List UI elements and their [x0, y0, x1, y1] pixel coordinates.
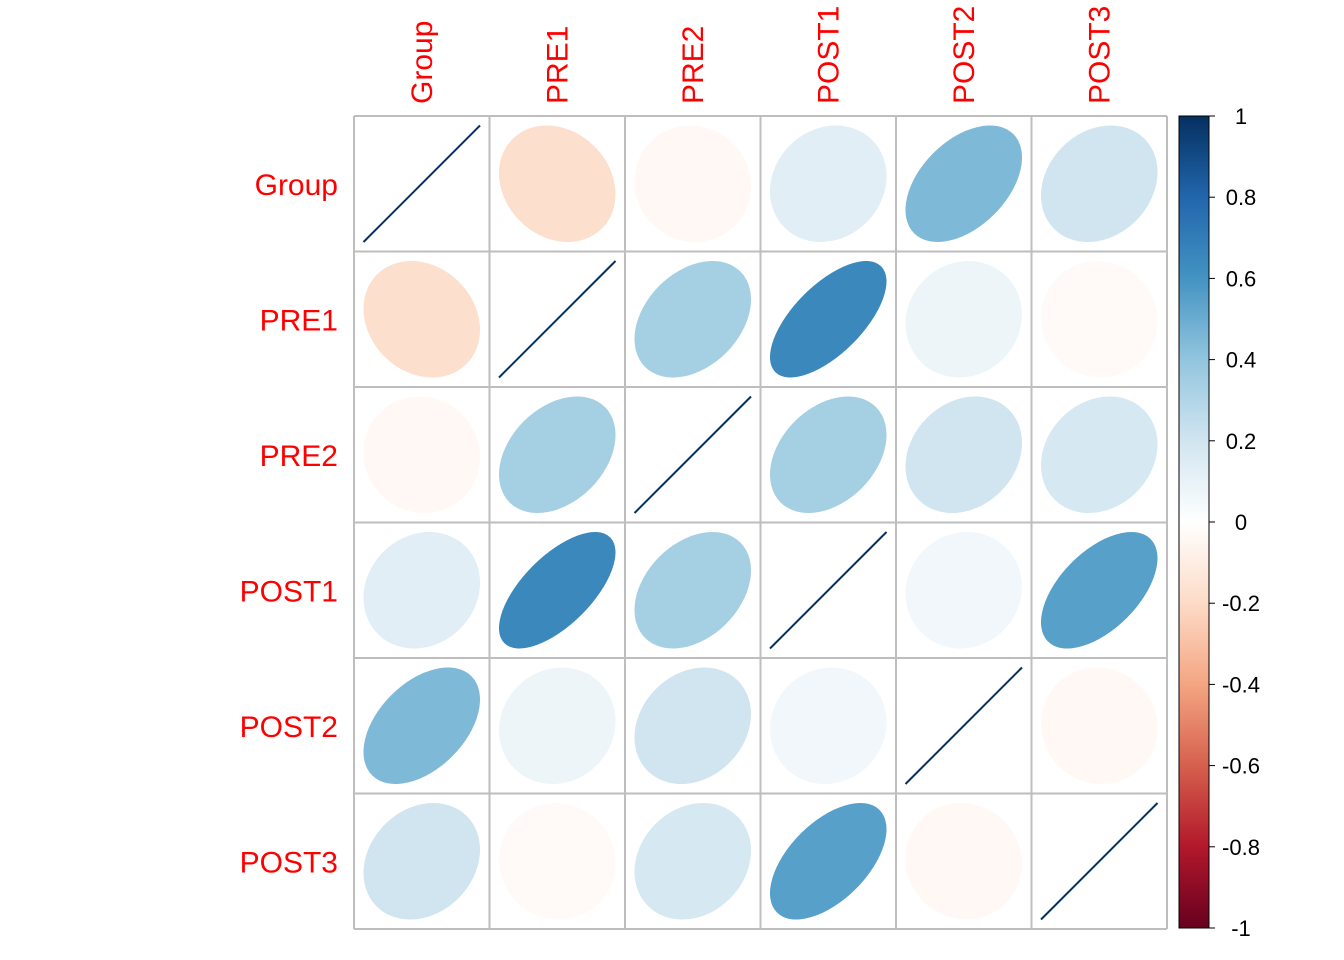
colorbar-tick-label: -0.2 — [1222, 591, 1260, 616]
cell-pre2-post1 — [769, 396, 887, 514]
cell-post3-pre1 — [498, 802, 616, 920]
cell-pre2-pre2 — [633, 395, 752, 514]
cell-post2-pre1 — [498, 667, 616, 785]
colorbar-tick-label: -1 — [1231, 916, 1251, 941]
cell-pre1-post3 — [1040, 260, 1158, 378]
cell-pre2-pre1 — [498, 396, 616, 514]
cell-pre1-post1 — [769, 260, 887, 378]
column-label-pre1: PRE1 — [541, 26, 574, 104]
cell-pre1-group — [363, 260, 481, 378]
colorbar-tick-label: 0.8 — [1226, 185, 1257, 210]
colorbar-tick-label: 1 — [1235, 104, 1247, 129]
row-label-group: Group — [255, 169, 338, 202]
cell-post1-group — [363, 531, 481, 649]
cell-post1-post1 — [769, 531, 888, 650]
colorbar-tick-label: -0.6 — [1222, 754, 1260, 779]
cell-post2-post3 — [1040, 667, 1158, 785]
cell-group-post3 — [1040, 125, 1158, 243]
row-label-pre2: PRE2 — [260, 440, 338, 473]
cell-group-post1 — [769, 125, 887, 243]
cell-group-pre2 — [634, 125, 752, 243]
row-label-post1: POST1 — [240, 575, 338, 608]
cell-pre2-group — [363, 396, 481, 514]
cell-pre1-pre2 — [634, 260, 752, 378]
cell-post1-pre2 — [634, 531, 752, 649]
cell-pre1-pre1 — [498, 260, 617, 379]
cell-group-group — [362, 124, 481, 243]
colorbar-tick-label: 0 — [1235, 510, 1247, 535]
cell-post3-post3 — [1040, 802, 1159, 921]
cell-post1-post3 — [1040, 531, 1158, 649]
column-labels: Group PRE1 PRE2 POST1 POST2 POST3 — [406, 6, 1117, 104]
cell-pre1-post2 — [905, 260, 1023, 378]
cell-post2-post2 — [904, 666, 1023, 785]
row-label-post3: POST3 — [240, 846, 338, 879]
cell-post3-group — [363, 802, 481, 920]
colorbar-tick-label: 0.2 — [1226, 429, 1257, 454]
cell-post2-post1 — [769, 667, 887, 785]
cell-post2-group — [363, 667, 481, 785]
colorbar: 1 0.8 0.6 0.4 0.2 0 -0.2 -0.4 -0.6 -0.8 -1 — [1178, 104, 1260, 941]
column-label-pre2: PRE2 — [677, 26, 710, 104]
cell-post1-post2 — [905, 531, 1023, 649]
cell-group-post2 — [905, 125, 1023, 243]
column-label-group: Group — [406, 21, 439, 104]
row-labels: Group PRE1 PRE2 POST1 POST2 POST3 — [240, 169, 338, 880]
row-label-post2: POST2 — [240, 711, 338, 744]
colorbar-tick-label: 0.4 — [1226, 348, 1257, 373]
colorbar-tick-label: -0.8 — [1222, 835, 1260, 860]
column-label-post1: POST1 — [812, 6, 845, 104]
cell-pre2-post3 — [1040, 396, 1158, 514]
colorbar-tick-label: -0.4 — [1222, 672, 1260, 697]
colorbar-tick-label: 0.6 — [1226, 266, 1257, 291]
cell-post2-pre2 — [634, 667, 752, 785]
correlation-cells — [362, 124, 1159, 921]
grid-lines — [353, 115, 1168, 930]
cell-pre2-post2 — [905, 396, 1023, 514]
column-label-post2: POST2 — [948, 6, 981, 104]
cell-group-pre1 — [498, 125, 616, 243]
cell-post3-pre2 — [634, 802, 752, 920]
row-label-pre1: PRE1 — [260, 304, 338, 337]
cell-post3-post2 — [905, 802, 1023, 920]
cell-post3-post1 — [769, 802, 887, 920]
cell-post1-pre1 — [498, 531, 616, 649]
colorbar-scale — [1178, 115, 1210, 929]
column-label-post3: POST3 — [1083, 6, 1116, 104]
